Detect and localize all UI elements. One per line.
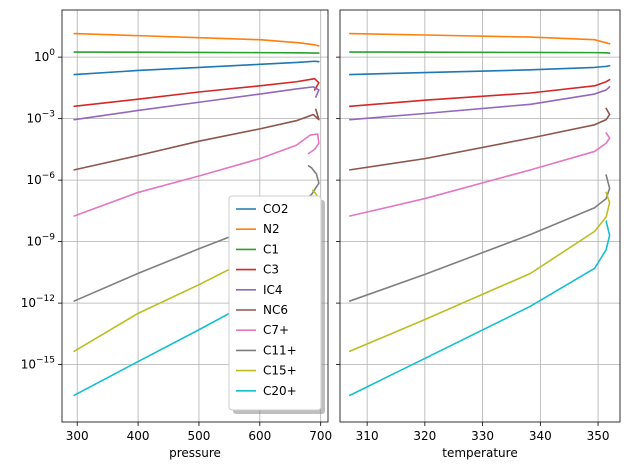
- y-tick-label: 10−15: [21, 356, 55, 372]
- y-tick-label-base: 10: [34, 50, 49, 64]
- temperature-series-nc6: [349, 107, 611, 171]
- temperature-x-tick-label: 350: [587, 429, 610, 443]
- y-tick-label: 10−3: [26, 110, 55, 126]
- y-tick-label-exponent: −15: [36, 356, 55, 366]
- pressure-x-tick-label: 700: [309, 429, 332, 443]
- y-tick-label: 100: [34, 48, 55, 64]
- legend-label-c15-plus: C15+: [263, 364, 297, 378]
- pressure-series-ic4: [73, 86, 320, 121]
- legend-label-c20-plus: C20+: [263, 384, 297, 398]
- y-tick-label: 10−6: [26, 171, 55, 187]
- y-tick-label-base: 10: [21, 358, 36, 372]
- legend-label-n2: N2: [263, 222, 280, 236]
- temperature-grid: [340, 10, 620, 422]
- temperature-series-co2: [349, 64, 611, 76]
- temperature-series-c11-plus: [349, 174, 611, 302]
- pressure-panel: 300 400 500 600 700 10010−310−610−910−1210−1…: [21, 9, 332, 460]
- y-tick-label-exponent: −6: [42, 171, 56, 181]
- pressure-x-ticks: 300 400 500 600 700: [66, 422, 332, 443]
- temperature-panel: 310 320 330 340 350 temperature: [336, 9, 621, 460]
- legend-label-c11-plus: C11+: [263, 343, 297, 357]
- y-tick-label-base: 10: [26, 235, 41, 249]
- pressure-axes-frame: [61, 9, 329, 423]
- y-tick-label-base: 10: [21, 296, 36, 310]
- temperature-y-ticks: [336, 56, 340, 366]
- legend-label-c1: C1: [263, 242, 279, 256]
- y-tick-label: 10−12: [21, 294, 55, 310]
- temperature-series-n2: [349, 32, 611, 45]
- temperature-series-c7-plus: [349, 132, 611, 217]
- temperature-x-tick-label: 340: [529, 429, 552, 443]
- temperature-x-tick-label: 320: [413, 429, 436, 443]
- y-tick-label-exponent: −3: [42, 110, 55, 120]
- temperature-series-c15-plus: [349, 191, 611, 353]
- pressure-x-axis-label: pressure: [169, 446, 221, 460]
- pressure-x-tick-label: 600: [248, 429, 271, 443]
- temperature-series-c1: [349, 51, 611, 54]
- y-tick-label-exponent: 0: [49, 48, 55, 58]
- pressure-series-c1: [73, 51, 320, 54]
- pressure-series-c3: [73, 77, 320, 108]
- temperature-x-tick-label: 330: [471, 429, 494, 443]
- pressure-x-tick-label: 500: [188, 429, 211, 443]
- legend-label-c3: C3: [263, 263, 279, 277]
- y-tick-label-base: 10: [26, 112, 41, 126]
- legend-label-co2: CO2: [263, 202, 288, 216]
- pressure-series-c7-plus: [73, 133, 320, 217]
- temperature-axes-frame: [339, 9, 621, 423]
- pressure-series-nc6: [73, 108, 320, 171]
- legend: CO2 N2 C1 C3 IC4 NC6 C7+ C11+ C15+ C20+: [228, 195, 325, 414]
- temperature-x-tick-label: 310: [356, 429, 379, 443]
- y-tick-label-base: 10: [26, 173, 41, 187]
- legend-label-nc6: NC6: [263, 303, 288, 317]
- temperature-x-axis-label: temperature: [442, 446, 517, 460]
- pressure-x-tick-label: 300: [66, 429, 89, 443]
- pressure-series-co2: [73, 60, 320, 76]
- y-tick-label-exponent: −12: [36, 294, 55, 304]
- y-tick-label: 10−9: [26, 233, 55, 249]
- temperature-series-ic4: [349, 86, 611, 121]
- temperature-series: [349, 32, 611, 397]
- temperature-x-ticks: 310 320 330 340 350: [356, 422, 610, 443]
- temperature-series-c3: [349, 78, 611, 108]
- legend-label-ic4: IC4: [263, 283, 283, 297]
- legend-label-c7-plus: C7+: [263, 323, 289, 337]
- pressure-x-tick-label: 400: [127, 429, 150, 443]
- pressure-series-n2: [73, 32, 320, 47]
- legend-entries: CO2 N2 C1 C3 IC4 NC6 C7+ C11+ C15+ C20+: [236, 202, 297, 398]
- temperature-series-c20-plus: [349, 220, 611, 397]
- y-tick-label-exponent: −9: [42, 233, 56, 243]
